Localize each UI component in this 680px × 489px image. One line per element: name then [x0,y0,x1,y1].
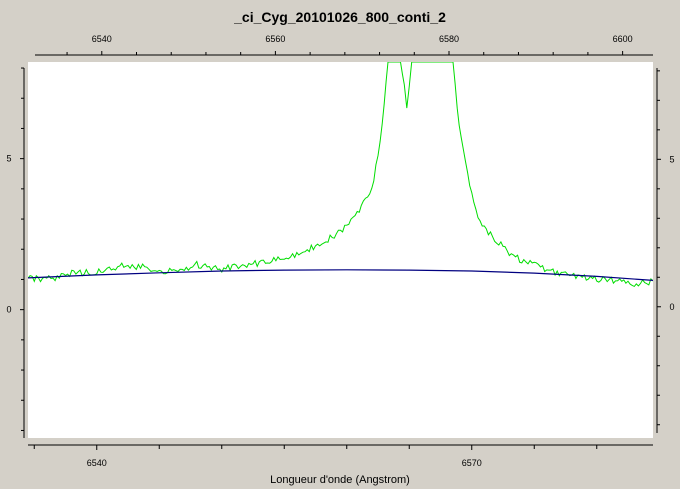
top-axis: 6540 6560 6580 6600 [35,34,653,56]
left-tick-label: 0 [6,305,11,315]
bottom-tick-label: 6540 [87,458,107,468]
continuum-line [28,269,653,281]
top-tick-label: 6540 [92,34,112,44]
left-tick-label: 5 [6,154,11,164]
top-tick-label: 6580 [439,34,459,44]
right-tick-label: 0 [669,302,674,312]
left-axis: 05 [6,67,25,438]
top-tick-label: 6560 [265,34,285,44]
bottom-tick-label: 6570 [462,458,482,468]
spectrum-line [28,62,653,288]
x-axis-label: Longueur d'onde (Angstrom) [270,474,410,486]
bottom-axis: 6540 6570 [28,444,653,468]
plot-area [28,62,653,438]
right-tick-label: 5 [669,154,674,164]
top-tick-label: 6600 [613,34,633,44]
right-axis: 05 [656,68,675,433]
series-layer [28,62,653,288]
chart-title: _ci_Cyg_20101026_800_conti_2 [233,9,446,25]
